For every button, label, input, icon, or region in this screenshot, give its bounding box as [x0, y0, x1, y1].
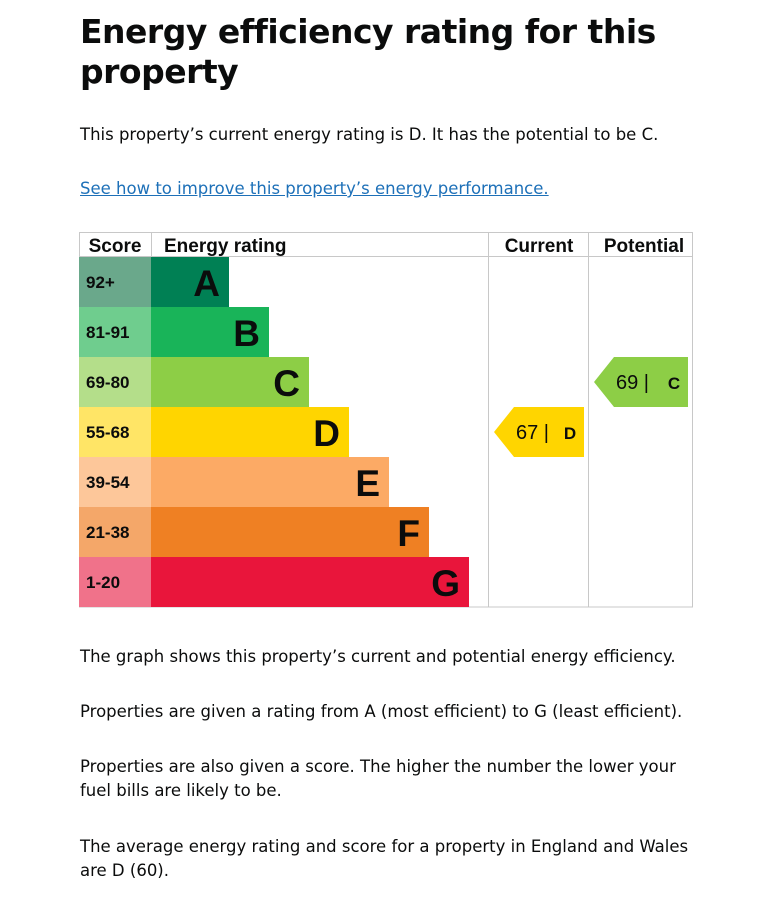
score-cell-c	[79, 357, 151, 407]
header-current: Current	[505, 236, 574, 257]
score-cell-a	[79, 257, 151, 307]
current-rating-arrow	[494, 407, 584, 457]
header-energy-rating: Energy rating	[164, 236, 286, 257]
score-explanation: Properties are also given a score. The h…	[80, 757, 676, 800]
rating-bar-c	[151, 357, 309, 407]
rating-letter-e: E	[355, 463, 380, 504]
rating-bar-e	[151, 457, 389, 507]
page-title: Energy efficiency rating for this proper…	[80, 12, 656, 91]
score-label-g: 1-20	[86, 573, 120, 592]
header-potential: Potential	[604, 236, 684, 257]
potential-rating-arrow	[594, 357, 688, 407]
score-label-b: 81-91	[86, 323, 129, 342]
rating-letter-c: C	[273, 363, 300, 404]
score-label-d: 55-68	[86, 423, 129, 442]
score-label-c: 69-80	[86, 373, 129, 392]
rating-letter-a: A	[193, 263, 220, 304]
score-cell-e	[79, 457, 151, 507]
potential-rating-letter: C	[668, 374, 680, 393]
rating-bar-b	[151, 307, 269, 357]
energy-rating-chart: Score Energy rating Current Potential 92…	[79, 232, 693, 608]
rating-explanation: Properties are given a rating from A (mo…	[80, 702, 683, 721]
score-label-f: 21-38	[86, 523, 129, 542]
improve-energy-link[interactable]: See how to improve this property’s energ…	[80, 179, 549, 198]
header-score: Score	[89, 236, 142, 257]
rating-summary: This property’s current energy rating is…	[80, 125, 659, 144]
score-label-e: 39-54	[86, 473, 130, 492]
current-rating-score: 67 |	[516, 422, 549, 444]
current-rating-letter: D	[564, 424, 576, 443]
rating-letter-b: B	[233, 313, 260, 354]
score-cell-d	[79, 407, 151, 457]
rating-bar-g	[151, 557, 469, 607]
rating-bar-d	[151, 407, 349, 457]
rating-letter-g: G	[431, 563, 460, 604]
average-rating-note: The average energy rating and score for …	[80, 837, 689, 880]
rating-letter-f: F	[397, 513, 420, 554]
graph-explanation: The graph shows this property’s current …	[80, 647, 676, 666]
rating-bar-f	[151, 507, 429, 557]
score-cell-g	[79, 557, 151, 607]
rating-letter-d: D	[313, 413, 340, 454]
rating-bar-a	[151, 257, 229, 307]
score-cell-b	[79, 307, 151, 357]
score-cell-f	[79, 507, 151, 557]
score-label-a: 92+	[86, 273, 115, 292]
potential-rating-score: 69 |	[616, 372, 649, 394]
